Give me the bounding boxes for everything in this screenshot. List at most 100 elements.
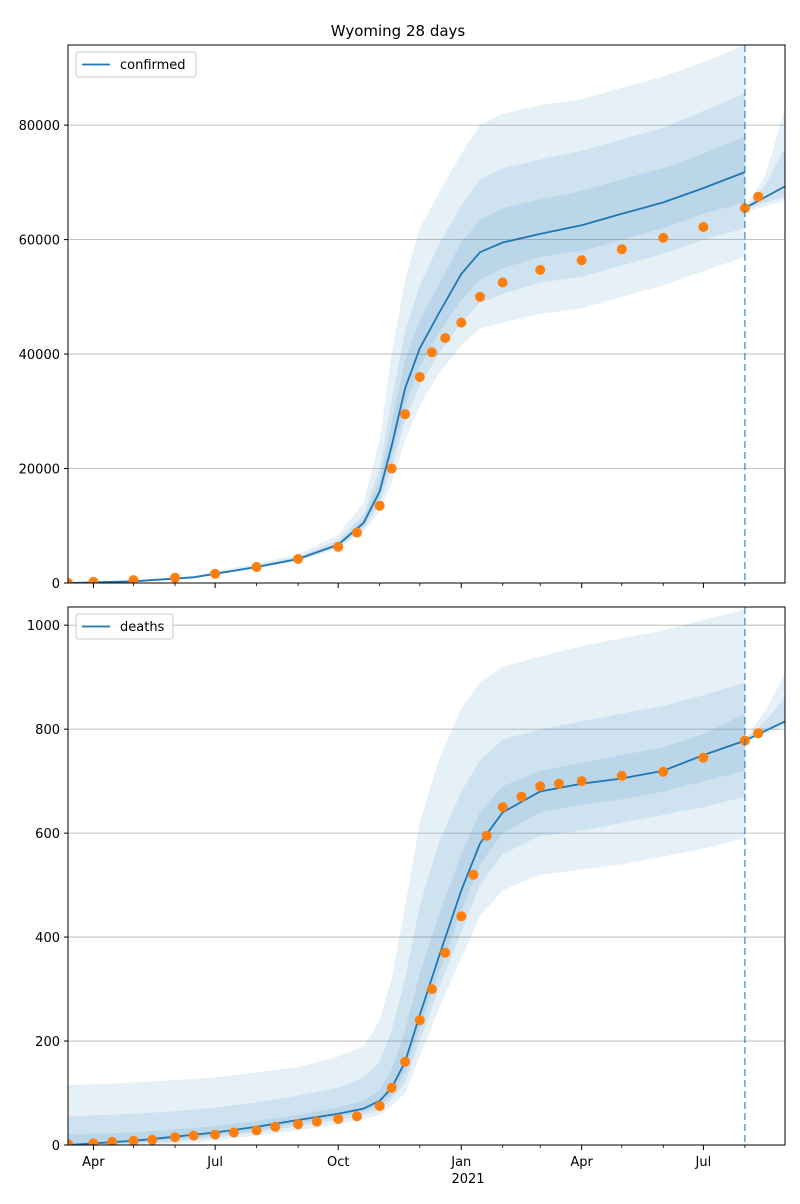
confirmed-legend: confirmed [75, 51, 197, 78]
confirmed-uncertainty-band [68, 45, 745, 583]
confirmed-uncertainty-band [68, 93, 745, 583]
deaths-observed-point [251, 1125, 262, 1136]
confirmed-uncertainty-band [744, 108, 785, 211]
deaths-panel: 0 200 400 600 800 1000 Apr Jul Oct Jan Apr Jul death… [27, 606, 786, 1170]
deaths-y-tick-label: 600 [35, 827, 60, 842]
confirmed-observed-point [400, 409, 411, 420]
deaths-observed-point [293, 1119, 304, 1130]
confirmed-observed-point [753, 191, 764, 202]
confirmed-fit-line [68, 171, 746, 583]
deaths-observed-point [68, 1139, 73, 1145]
deaths-observed-point [270, 1121, 281, 1132]
deaths-observed-point [88, 1138, 99, 1145]
deaths-plot-area [68, 609, 785, 1145]
deaths-observed-point [170, 1132, 180, 1143]
deaths-observed-point [374, 1101, 385, 1111]
confirmed-y-tick-label: 60000 [19, 234, 60, 249]
deaths-forecast-line [744, 720, 785, 742]
confirmed-observed-point [68, 578, 73, 583]
confirmed-observed-point [576, 255, 587, 266]
confirmed-observed-point [456, 317, 467, 328]
deaths-observed-point [440, 947, 451, 958]
deaths-observed-point [658, 766, 669, 777]
confirmed-observed-point [497, 277, 508, 288]
deaths-observed-point [128, 1135, 139, 1145]
confirmed-observed-point [88, 576, 99, 583]
confirmed-legend-label: confirmed [120, 58, 186, 73]
deaths-y-tick-label: 1000 [27, 619, 60, 634]
deaths-uncertainty-band [68, 609, 745, 1145]
deaths-y-tick-label: 400 [35, 931, 60, 946]
deaths-y-tick-label: 0 [52, 1139, 60, 1154]
deaths-observed-point [107, 1136, 118, 1145]
deaths-uncertainty-band [68, 682, 745, 1145]
confirmed-panel: 0 20000 40000 60000 80000 confirmed [19, 44, 786, 592]
deaths-observed-point [311, 1116, 322, 1127]
deaths-observed-point [188, 1130, 199, 1141]
deaths-axes-frame [67, 606, 786, 1146]
deaths-observed-point [516, 791, 527, 802]
x-tick-label: Apr [570, 1155, 593, 1170]
confirmed-observed-point [440, 333, 451, 343]
deaths-observed-point [228, 1127, 239, 1138]
confirmed-observed-point [739, 203, 750, 214]
confirmed-observed-point [658, 232, 669, 243]
confirmed-uncertainty-band [68, 136, 745, 583]
x-tick-label: Jan [450, 1155, 471, 1170]
deaths-observed-point [753, 728, 764, 739]
confirmed-observed-point [414, 372, 425, 382]
confirmed-observed-point [386, 463, 397, 474]
confirmed-observed-point [293, 554, 304, 564]
x-tick-label: Oct [327, 1155, 349, 1170]
confirmed-observed-point [128, 575, 139, 583]
deaths-legend-label: deaths [120, 620, 165, 635]
confirmed-forecast-line [744, 185, 785, 209]
x-tick-label: Jul [206, 1155, 223, 1170]
confirmed-y-tick-label: 40000 [19, 348, 60, 363]
chart-title: Wyoming 28 days [331, 22, 466, 40]
deaths-legend: deaths [75, 613, 174, 640]
confirmed-observed-point [210, 568, 221, 579]
confirmed-observed-point [616, 244, 627, 255]
confirmed-y-tick-label: 80000 [19, 119, 60, 134]
x-year-label: 2021 [451, 1172, 484, 1187]
deaths-y-tick-label: 200 [35, 1035, 60, 1050]
deaths-observed-point [414, 1015, 425, 1026]
deaths-observed-point [210, 1129, 221, 1140]
confirmed-observed-point [698, 222, 709, 232]
deaths-observed-point [147, 1134, 158, 1145]
confirmed-observed-point [170, 572, 180, 583]
deaths-observed-point [400, 1056, 411, 1067]
deaths-observed-point [456, 911, 467, 922]
deaths-y-tick-label: 800 [35, 723, 60, 738]
deaths-observed-point [553, 778, 564, 789]
x-tick-label: Jul [695, 1155, 712, 1170]
deaths-observed-point [426, 984, 437, 995]
deaths-observed-point [386, 1082, 397, 1093]
deaths-observed-point [468, 869, 479, 880]
confirmed-axes-frame [67, 44, 786, 584]
confirmed-plot-area [68, 45, 785, 583]
confirmed-observed-point [351, 527, 362, 538]
confirmed-observed-point [333, 541, 344, 552]
deaths-observed-point [481, 830, 492, 841]
deaths-observed-point [616, 770, 627, 781]
confirmed-observed-point [374, 500, 385, 511]
confirmed-observed-point [475, 291, 485, 302]
confirmed-y-tick-label: 20000 [19, 463, 60, 478]
x-tick-label: Apr [82, 1155, 105, 1170]
deaths-uncertainty-band [744, 698, 785, 742]
deaths-observed-point [576, 776, 587, 787]
deaths-observed-point [698, 752, 709, 763]
confirmed-observed-point [535, 264, 546, 275]
deaths-observed-point [535, 781, 546, 792]
deaths-observed-point [497, 802, 508, 813]
deaths-observed-point [333, 1114, 344, 1124]
deaths-observed-point [351, 1111, 362, 1122]
confirmed-y-tick-label: 0 [52, 577, 60, 592]
confirmed-observed-point [426, 347, 437, 358]
confirmed-uncertainty-band [744, 148, 785, 210]
